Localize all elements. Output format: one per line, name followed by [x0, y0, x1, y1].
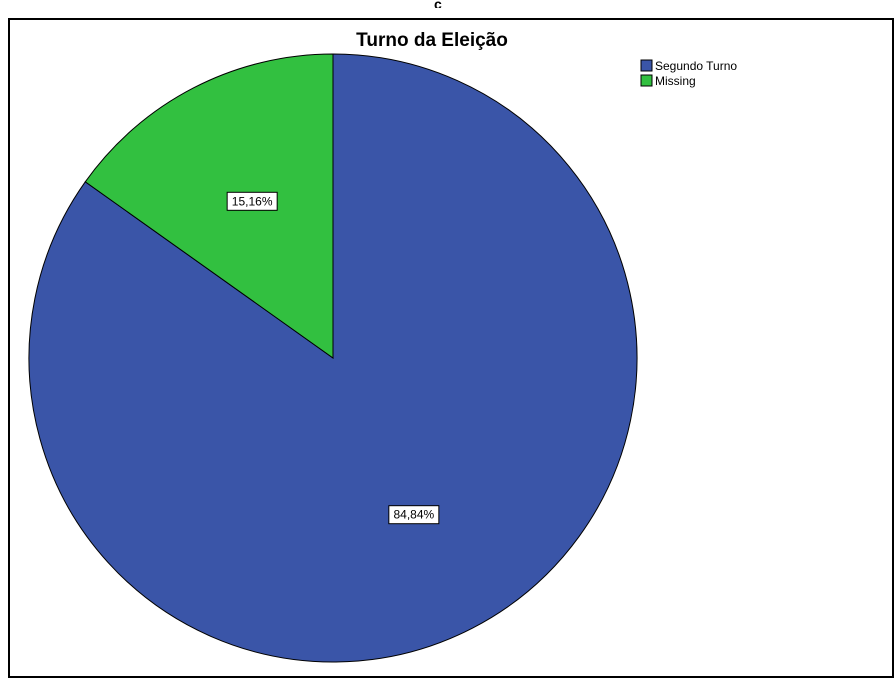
data-label-box [226, 191, 278, 211]
data-label-text: 15,16% [232, 194, 273, 208]
pie-slices [28, 53, 638, 663]
legend-label: Missing [655, 74, 696, 88]
data-label-missing: 15,16% [226, 191, 278, 211]
data-label-box [388, 505, 440, 525]
legend-swatch [640, 59, 653, 72]
legend-swatch [640, 74, 653, 87]
legend-label: Segundo Turno [655, 59, 737, 73]
pie-slice-missing [84, 53, 334, 359]
pie-data-labels: 84,84% 15,16% [226, 191, 440, 525]
chart-title: Turno da Eleição [356, 30, 508, 51]
data-label-segundo-turno: 84,84% [388, 505, 440, 525]
clipped-top-text: ç [434, 0, 442, 8]
legend-item-segundo-turno: Segundo Turno [640, 59, 737, 73]
data-label-text: 84,84% [393, 508, 434, 522]
legend-item-missing: Missing [640, 74, 696, 88]
